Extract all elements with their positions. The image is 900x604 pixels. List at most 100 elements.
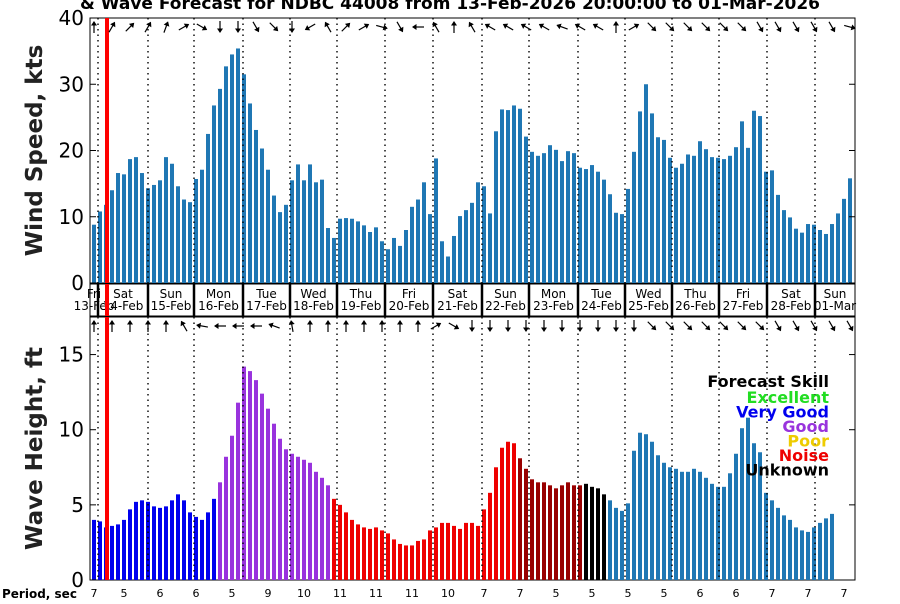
wave-bar — [584, 483, 588, 580]
wind-direction-arrow — [556, 23, 568, 30]
period-tick-label: 6 — [157, 587, 164, 600]
day-date-label: 18-Feb — [293, 299, 334, 313]
wave-bar — [140, 500, 144, 580]
wind-bar — [578, 167, 582, 283]
wind-arrow-head — [776, 26, 782, 33]
wind-bar — [146, 188, 150, 283]
wind-direction-arrow — [341, 22, 351, 32]
wind-arrow-head — [538, 23, 545, 29]
wind-arrow-head — [254, 26, 260, 33]
wind-direction-arrow — [163, 21, 170, 33]
wave-bar — [416, 540, 420, 580]
wave-bar — [704, 477, 708, 580]
wind-bar — [164, 157, 168, 283]
wave-bar — [770, 500, 774, 580]
wave-bar — [716, 486, 720, 580]
wind-bar — [536, 155, 540, 283]
wave-arrow-head — [180, 320, 186, 327]
wave-bar — [830, 513, 834, 580]
day-date-label: 27-Feb — [723, 299, 764, 313]
wave-bar — [248, 371, 252, 580]
wave-bar — [200, 519, 204, 580]
wave-bar — [110, 525, 114, 580]
wave-ylabel: Wave Height, ft — [22, 347, 48, 550]
wave-bar — [608, 500, 612, 580]
wave-bar — [698, 471, 702, 580]
wave-bar — [326, 485, 330, 580]
wave-arrow-head — [214, 323, 219, 329]
day-of-week-label: Mon — [206, 287, 231, 301]
wave-bar — [308, 462, 312, 580]
wave-bar — [614, 507, 618, 580]
wave-arrow-head — [631, 327, 637, 332]
wind-bar — [842, 198, 846, 283]
wave-direction-arrow — [379, 320, 385, 332]
wind-bar — [380, 241, 384, 283]
wave-arrow-head — [487, 327, 493, 332]
day-of-week-label: Tue — [590, 287, 612, 301]
wind-bar — [224, 66, 228, 283]
wind-direction-arrow — [592, 23, 604, 31]
wave-bar — [590, 486, 594, 580]
wind-bar — [662, 139, 666, 283]
wind-bar — [482, 186, 486, 283]
wave-bar — [206, 512, 210, 580]
wind-bar — [680, 163, 684, 283]
wind-direction-arrow — [432, 21, 440, 33]
wind-bar — [278, 212, 282, 283]
wind-bar — [386, 249, 390, 283]
wind-bar — [794, 228, 798, 283]
wind-bar — [404, 230, 408, 283]
wave-bar — [344, 512, 348, 580]
wave-bar — [824, 518, 828, 580]
wind-direction-arrow — [196, 23, 208, 31]
wind-bar — [770, 170, 774, 283]
wind-bar — [296, 164, 300, 283]
wave-bar — [434, 527, 438, 580]
day-of-week-label: Thu — [683, 287, 707, 301]
wind-bar — [698, 141, 702, 283]
period-tick-label: 10 — [297, 587, 311, 600]
wave-bar — [734, 453, 738, 580]
wind-arrow-head — [758, 26, 764, 33]
wave-bar — [404, 545, 408, 580]
wind-bar — [716, 157, 720, 283]
wave-bar — [680, 471, 684, 580]
wave-bar — [332, 498, 336, 580]
wave-arrow-head — [453, 324, 460, 330]
wave-bar — [236, 402, 240, 580]
wind-arrow-head — [91, 21, 97, 26]
wave-arrow-head — [559, 327, 565, 332]
wave-bar — [338, 504, 342, 580]
wind-bar — [806, 224, 810, 283]
wave-direction-arrow — [214, 323, 226, 329]
wave-bar — [740, 428, 744, 580]
wave-bar — [722, 486, 726, 580]
wave-bar — [530, 479, 534, 580]
wind-direction-arrow — [844, 24, 856, 31]
wave-arrow-head — [848, 325, 854, 332]
wind-arrow-head — [235, 28, 241, 33]
wind-bar — [188, 202, 192, 283]
wave-direction-arrow — [163, 320, 169, 332]
wave-bar — [392, 539, 396, 580]
wind-arrow-head — [432, 21, 438, 28]
wind-bar — [830, 224, 834, 283]
wind-bar — [242, 74, 246, 283]
wind-direction-arrow — [178, 23, 190, 31]
wind-direction-arrow — [217, 21, 223, 33]
day-date-label: 22-Feb — [485, 299, 526, 313]
wave-direction-arrow — [145, 320, 151, 332]
wind-arrow-head — [613, 21, 619, 26]
wave-bar — [632, 450, 636, 580]
wind-bar — [266, 169, 270, 283]
wave-bar — [176, 494, 180, 580]
wind-bar — [128, 159, 132, 283]
wave-arrow-head — [650, 324, 657, 331]
wind-bar — [200, 169, 204, 283]
day-label-strip: Fri13-FebSat14-FebSun15-FebMon16-FebTue1… — [74, 283, 856, 317]
day-of-week-label: Sat — [113, 287, 133, 301]
wind-bar — [488, 213, 492, 283]
wind-arrow-head — [484, 23, 491, 29]
wave-bar — [782, 515, 786, 580]
